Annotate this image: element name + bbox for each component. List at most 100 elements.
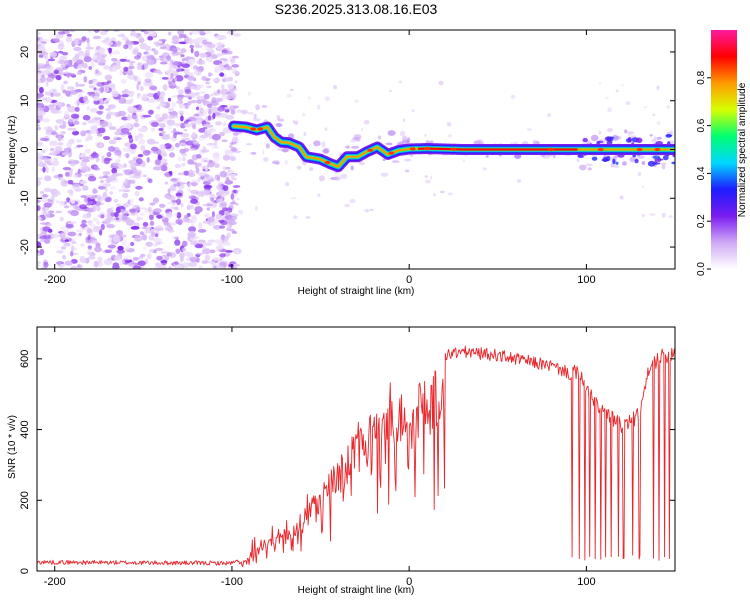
noise-blob <box>37 241 42 248</box>
noise-blob <box>227 92 237 100</box>
noise-blob <box>193 113 200 117</box>
noise-blob <box>173 38 181 42</box>
noise-blob <box>135 113 141 118</box>
spectrogram-x-axis-label: Height of straight line (km) <box>298 286 415 297</box>
noise-blob <box>284 160 289 165</box>
noise-blob <box>187 159 194 165</box>
noise-blob <box>126 59 131 63</box>
noise-blob <box>70 200 76 204</box>
noise-blob <box>136 65 143 70</box>
noise-blob <box>162 53 167 59</box>
noise-blob <box>37 31 41 36</box>
noise-blob <box>184 105 189 109</box>
noise-blob <box>140 30 145 33</box>
noise-blob <box>65 90 71 97</box>
noise-blob <box>165 224 171 230</box>
noise-blob <box>119 234 127 238</box>
noise-blob <box>60 179 68 187</box>
noise-blob <box>161 113 168 120</box>
noise-blob <box>144 45 151 52</box>
noise-blob <box>88 85 95 89</box>
noise-blob <box>190 189 199 195</box>
noise-blob <box>188 256 198 261</box>
noise-blob <box>213 92 218 96</box>
noise-blob <box>135 185 143 190</box>
noise-blob <box>221 84 225 90</box>
noise-blob <box>123 169 133 176</box>
noise-blob <box>48 104 55 110</box>
noise-blob <box>47 58 56 62</box>
noise-blob <box>168 65 173 72</box>
noise-blob <box>82 121 87 126</box>
ridge-halo-blob <box>627 131 635 135</box>
noise-blob <box>195 106 200 111</box>
noise-blob <box>203 159 208 163</box>
noise-blob <box>262 149 265 155</box>
noise-blob <box>230 215 238 220</box>
noise-blob <box>73 46 82 52</box>
noise-blob <box>42 97 48 101</box>
noise-blob <box>110 206 115 211</box>
noise-blob <box>218 204 227 209</box>
noise-blob <box>55 210 61 214</box>
noise-blob <box>222 165 226 171</box>
ridge-halo-blob <box>532 139 537 145</box>
noise-blob <box>79 257 88 264</box>
noise-blob <box>74 89 83 93</box>
noise-blob <box>229 58 235 64</box>
noise-blob <box>144 81 154 87</box>
noise-blob <box>198 127 206 133</box>
noise-blob <box>155 113 161 121</box>
noise-blob <box>187 75 195 81</box>
noise-blob <box>40 161 44 166</box>
noise-blob <box>97 59 103 66</box>
ridge-spread-blob <box>602 156 608 162</box>
noise-blob <box>212 112 216 119</box>
noise-blob <box>96 206 101 212</box>
spectrogram-y-ticks: -20 -10 0 10 20 <box>19 46 675 255</box>
noise-blob <box>154 159 161 166</box>
noise-blob <box>169 172 173 176</box>
noise-blob <box>219 58 228 61</box>
noise-blob <box>57 134 62 142</box>
spectrogram-noise-region <box>37 30 673 269</box>
noise-blob <box>136 52 142 58</box>
noise-blob <box>192 216 197 223</box>
noise-blob <box>103 65 110 70</box>
noise-blob <box>202 39 208 45</box>
noise-blob <box>67 86 75 90</box>
ridge-halo-blob <box>404 169 410 173</box>
noise-blob <box>37 179 42 186</box>
noise-blob <box>302 113 306 117</box>
noise-blob <box>172 128 177 133</box>
noise-blob <box>79 167 83 170</box>
noise-blob <box>90 129 99 134</box>
noise-blob <box>123 163 128 168</box>
noise-blob <box>156 255 163 261</box>
noise-blob <box>200 109 209 113</box>
snr-y-tick-label: 600 <box>19 350 31 368</box>
noise-blob <box>51 190 61 197</box>
ridge-hotspot <box>388 151 395 155</box>
noise-blob <box>118 97 127 104</box>
ridge-spread-blob <box>671 161 675 165</box>
noise-blob <box>666 105 671 109</box>
noise-blob <box>159 203 166 208</box>
snr-y-tick-label: 0 <box>19 568 31 574</box>
noise-blob <box>211 133 221 141</box>
noise-blob <box>187 59 196 64</box>
ridge-halo-blob <box>345 145 351 149</box>
snr-y-axis-label: SNR (10 * v/v) <box>7 415 18 479</box>
noise-blob <box>134 135 139 142</box>
noise-blob <box>598 130 602 135</box>
noise-blob <box>142 222 149 227</box>
noise-blob <box>63 80 68 85</box>
noise-blob <box>193 84 201 91</box>
noise-blob <box>168 81 173 85</box>
snr-frame <box>36 326 676 572</box>
snr-y-ticks: 0 200 400 600 <box>19 350 675 574</box>
ridge-halo-blob <box>255 104 260 111</box>
noise-blob <box>128 263 135 267</box>
ridge-halo-blob <box>540 154 546 157</box>
noise-blob <box>91 116 101 123</box>
